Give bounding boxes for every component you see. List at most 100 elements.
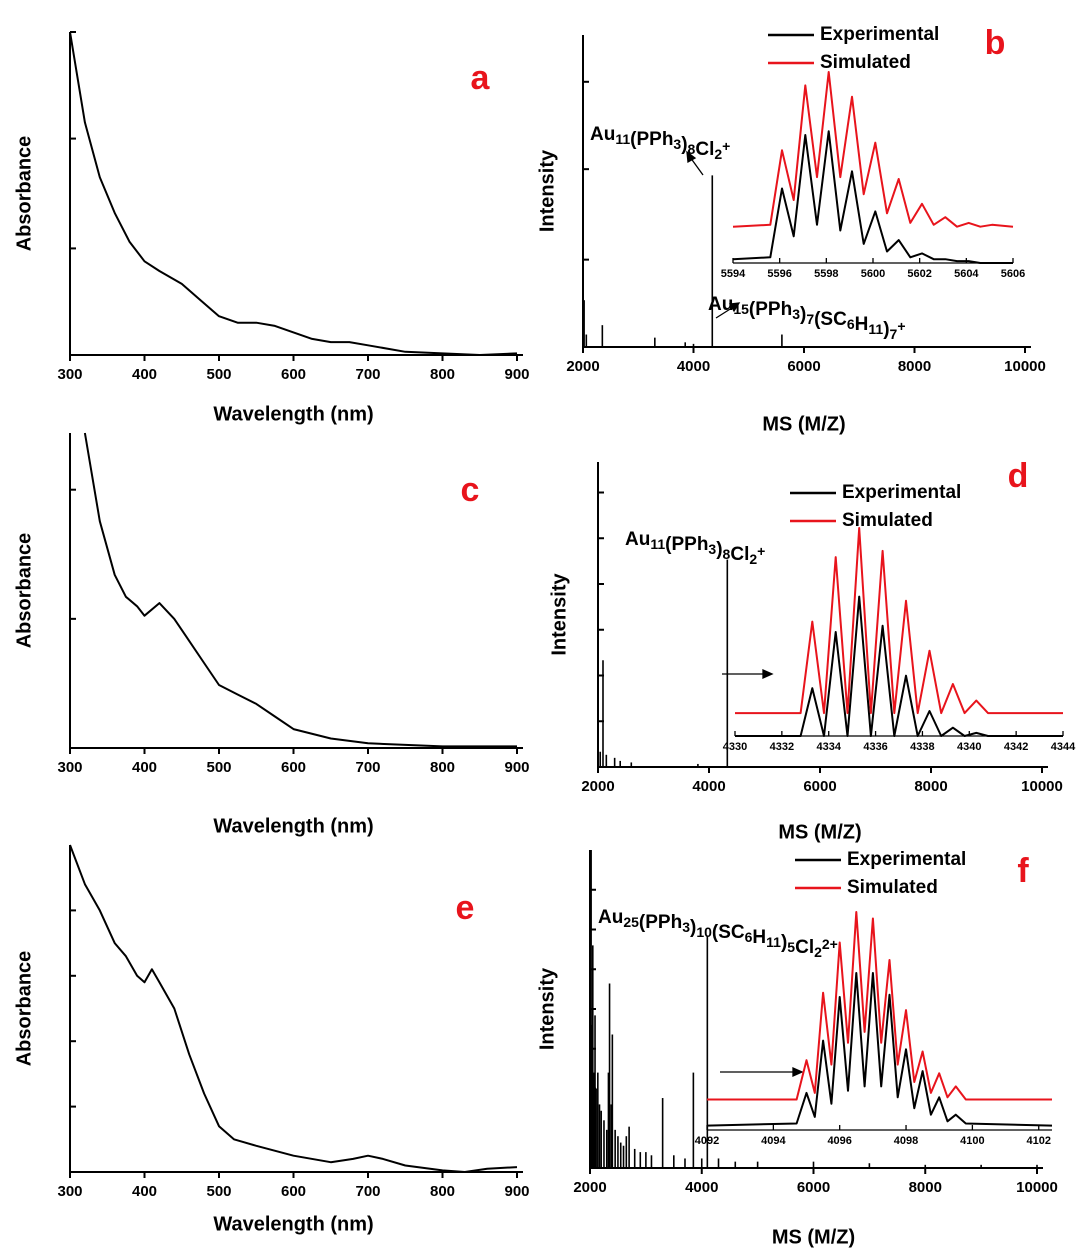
x-tick-label: 400 [132, 759, 157, 776]
panel: 2000 4000 6000 8000 10000 f MS (M/Z) Intensity A… [536, 849, 1058, 1248]
x-axis-label: Wavelength (nm) [213, 403, 373, 425]
panel-label: e [456, 889, 475, 927]
inset-x-tick-label: 4332 [770, 741, 794, 753]
y-axis-label: Absorbance [13, 136, 35, 252]
panel: 2000 4000 6000 8000 10000 b MS (M/Z) Intensity A… [536, 24, 1046, 435]
legend-label: Simulated [820, 52, 911, 73]
x-tick-label: 6000 [797, 1179, 830, 1196]
inset-x-tick-label: 5596 [767, 268, 791, 280]
annotation: Au11(PPh3)8Cl2+ [590, 124, 730, 162]
x-tick-label: 8000 [898, 358, 931, 375]
y-axis-label: Absorbance [13, 951, 35, 1067]
x-tick-label: 4000 [677, 358, 710, 375]
x-tick-label: 800 [430, 759, 455, 776]
x-tick-label: 400 [132, 1183, 157, 1200]
annotation: Au15(PPh3)7(SC6H11)7+ [708, 294, 906, 342]
x-tick-label: 4000 [685, 1179, 718, 1196]
spectrum-line [83, 432, 517, 748]
y-axis-label: Intensity [536, 967, 558, 1050]
x-tick-label: 900 [504, 1183, 529, 1200]
arrowhead [792, 1066, 804, 1078]
x-tick-label: 2000 [573, 1179, 606, 1196]
spectrum-line [707, 911, 1052, 1101]
inset-x-tick-label: 4330 [723, 741, 747, 753]
panel: 300 400 500 600 700 800 900 a Wavelength (nm) Abs… [13, 31, 530, 425]
x-tick-label: 8000 [909, 1179, 942, 1196]
x-tick-label: 700 [355, 366, 380, 383]
legend-label: Simulated [842, 510, 933, 531]
arrows [686, 150, 804, 1078]
arrowhead [762, 668, 774, 680]
inset-x-tick-label: 5598 [814, 268, 838, 280]
panel-label: a [471, 59, 491, 97]
inset-x-tick-label: 4092 [695, 1135, 719, 1147]
panel-label: d [1008, 457, 1029, 495]
x-tick-label: 600 [281, 759, 306, 776]
x-tick-label: 500 [206, 759, 231, 776]
inset-x-tick-label: 5606 [1001, 268, 1025, 280]
x-tick-label: 300 [57, 366, 82, 383]
x-tick-label: 300 [57, 759, 82, 776]
x-tick-label: 500 [206, 1183, 231, 1200]
inset-x-tick-label: 4334 [816, 741, 841, 753]
spectrum-line [732, 130, 1013, 264]
panel: 2000 4000 6000 8000 10000 d MS (M/Z) Intensity A… [548, 457, 1076, 843]
x-tick-label: 900 [504, 759, 529, 776]
panel-label: b [985, 24, 1006, 62]
arrowhead [686, 150, 697, 164]
x-tick-label: 600 [281, 1183, 306, 1200]
x-tick-label: 10000 [1021, 778, 1063, 795]
panel: 300 400 500 600 700 800 900 e Wavelength (nm) Abs… [13, 844, 530, 1235]
inset-x-tick-label: 5594 [721, 268, 746, 280]
panel-label: c [461, 471, 480, 509]
x-tick-label: 300 [57, 1183, 82, 1200]
y-axis-label: Intensity [536, 149, 558, 232]
inset-x-tick-label: 5604 [954, 268, 979, 280]
annotation: Au11(PPh3)8Cl2+ [625, 529, 765, 567]
x-tick-label: 800 [430, 366, 455, 383]
x-axis-label: Wavelength (nm) [213, 815, 373, 837]
y-axis-label: Intensity [548, 573, 570, 656]
x-tick-label: 700 [355, 1183, 380, 1200]
inset-x-tick-label: 5600 [861, 268, 885, 280]
x-tick-label: 6000 [787, 358, 820, 375]
x-axis-label: MS (M/Z) [772, 1226, 855, 1248]
inset-x-tick-label: 4094 [761, 1135, 786, 1147]
inset-x-tick-label: 4344 [1051, 741, 1076, 753]
x-tick-label: 900 [504, 366, 529, 383]
inset-x-tick-label: 5602 [907, 268, 931, 280]
inset-x-tick-label: 4100 [960, 1135, 984, 1147]
spectrum-line [69, 31, 518, 356]
x-tick-label: 6000 [803, 778, 836, 795]
inset-x-tick-label: 4340 [957, 741, 981, 753]
arrowhead [728, 302, 741, 313]
x-tick-label: 10000 [1016, 1179, 1058, 1196]
inset-x-tick-label: 4098 [894, 1135, 918, 1147]
inset-x-tick-label: 4336 [863, 741, 887, 753]
inset-x-tick-label: 4096 [827, 1135, 851, 1147]
x-tick-label: 700 [355, 759, 380, 776]
spectrum-line [732, 71, 1014, 228]
x-tick-label: 600 [281, 366, 306, 383]
spectrum-line [735, 527, 1063, 715]
x-tick-label: 8000 [914, 778, 947, 795]
legend-label: Experimental [842, 482, 961, 503]
inset-x-tick-label: 4102 [1026, 1135, 1050, 1147]
x-axis-label: MS (M/Z) [762, 413, 845, 435]
legend-label: Simulated [847, 877, 938, 898]
x-tick-label: 2000 [581, 778, 614, 795]
annotation: Au25(PPh3)10(SC6H11)5Cl22+ [598, 907, 838, 960]
legend-label: Experimental [847, 849, 966, 870]
x-tick-label: 10000 [1004, 358, 1046, 375]
x-axis-label: MS (M/Z) [778, 821, 861, 843]
x-tick-label: 4000 [692, 778, 725, 795]
spectrum-line [706, 972, 1053, 1127]
x-tick-label: 2000 [566, 358, 599, 375]
panel-label: f [1017, 852, 1029, 890]
x-tick-label: 800 [430, 1183, 455, 1200]
y-axis-label: Absorbance [13, 533, 35, 649]
x-tick-label: 500 [206, 366, 231, 383]
x-axis-label: Wavelength (nm) [213, 1213, 373, 1235]
